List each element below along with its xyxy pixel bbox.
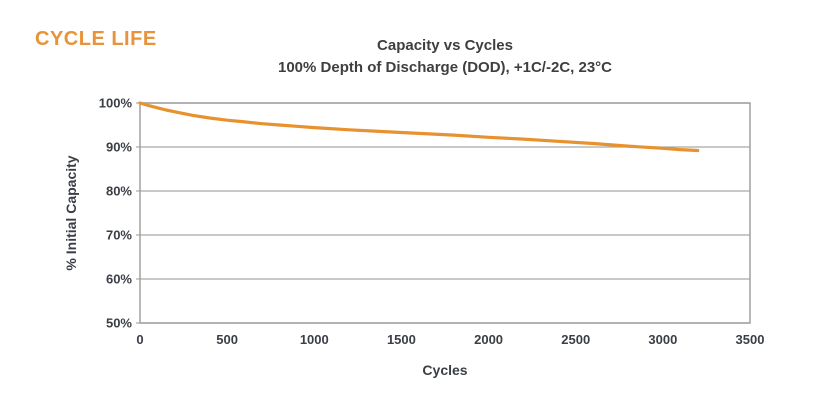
x-tick-label: 2000 bbox=[474, 332, 503, 347]
x-tick-label: 500 bbox=[216, 332, 238, 347]
y-axis-title: % Initial Capacity bbox=[63, 155, 79, 270]
x-tick-label: 3000 bbox=[648, 332, 677, 347]
y-tick-label: 50% bbox=[106, 316, 132, 331]
y-tick-label: 60% bbox=[106, 272, 132, 287]
y-tick-label: 100% bbox=[99, 96, 133, 111]
x-tick-label: 1500 bbox=[387, 332, 416, 347]
page-title: CYCLE LIFE bbox=[35, 28, 157, 50]
y-tick-label: 70% bbox=[106, 228, 132, 243]
x-tick-label: 2500 bbox=[561, 332, 590, 347]
plot-border bbox=[139, 102, 751, 324]
chart-subtitle: 100% Depth of Discharge (DOD), +1C/-2C, … bbox=[278, 59, 612, 76]
y-tick-label: 90% bbox=[106, 140, 132, 155]
x-tick-label: 0 bbox=[136, 332, 143, 347]
chart-title: Capacity vs Cycles bbox=[377, 37, 513, 54]
y-tick-label: 80% bbox=[106, 184, 132, 199]
x-tick-label: 1000 bbox=[300, 332, 329, 347]
capacity-curve bbox=[138, 101, 700, 153]
x-axis-title: Cycles bbox=[422, 362, 467, 378]
x-tick-label: 3500 bbox=[736, 332, 765, 347]
chart-header: Capacity vs Cycles 100% Depth of Dischar… bbox=[140, 35, 750, 79]
